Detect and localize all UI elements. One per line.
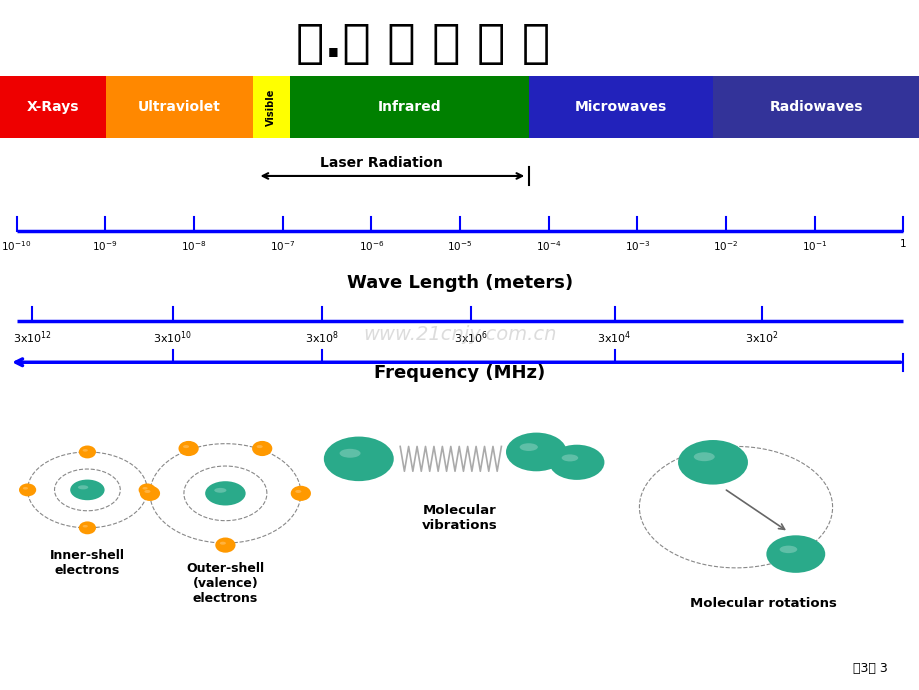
Ellipse shape [256,445,263,448]
Ellipse shape [339,448,360,457]
Text: 3x10$^{6}$: 3x10$^{6}$ [453,329,488,346]
Text: Infrared: Infrared [377,100,441,114]
Text: Inner-shell
electrons: Inner-shell electrons [50,549,125,577]
Ellipse shape [295,490,301,493]
Text: 10$^{-9}$: 10$^{-9}$ [93,239,118,253]
Text: 10$^{-8}$: 10$^{-8}$ [181,239,207,253]
Text: Radiowaves: Radiowaves [769,100,862,114]
Ellipse shape [561,455,578,462]
Bar [528,76,712,138]
Ellipse shape [778,546,797,553]
Text: Visible: Visible [267,88,276,126]
Text: Wave Length (meters): Wave Length (meters) [346,274,573,292]
Bar [289,76,528,138]
Text: Frequency (MHz): Frequency (MHz) [374,364,545,382]
Ellipse shape [549,444,604,480]
Text: X-Rays: X-Rays [27,100,79,114]
Bar [0,76,106,138]
Ellipse shape [19,484,36,496]
Ellipse shape [290,486,311,501]
Bar [253,76,289,138]
Text: 10$^{-7}$: 10$^{-7}$ [269,239,295,253]
Ellipse shape [215,538,235,553]
Ellipse shape [252,441,272,456]
Bar [106,76,253,138]
Ellipse shape [140,486,160,501]
Text: 3x10$^{8}$: 3x10$^{8}$ [304,329,339,346]
Ellipse shape [677,440,747,484]
Text: 10$^{-2}$: 10$^{-2}$ [712,239,738,253]
Ellipse shape [178,441,199,456]
Text: 10$^{-3}$: 10$^{-3}$ [624,239,650,253]
Text: 10$^{-6}$: 10$^{-6}$ [358,239,383,253]
Ellipse shape [214,488,226,493]
Ellipse shape [519,443,538,451]
Ellipse shape [693,452,714,461]
Bar [712,76,919,138]
Ellipse shape [183,445,189,448]
Text: 一.微 波 能 介 绍: 一.微 波 能 介 绍 [296,22,550,68]
Text: 第3页 3: 第3页 3 [852,662,887,675]
Ellipse shape [23,487,28,490]
Ellipse shape [144,490,151,493]
Text: 1: 1 [899,239,906,249]
Text: Laser Radiation: Laser Radiation [320,157,443,170]
Ellipse shape [205,481,245,506]
Ellipse shape [139,484,155,496]
Ellipse shape [79,446,96,458]
Ellipse shape [220,542,226,544]
Text: 10$^{-4}$: 10$^{-4}$ [535,239,561,253]
Text: 3x10$^{10}$: 3x10$^{10}$ [153,329,192,346]
Ellipse shape [323,437,393,481]
Ellipse shape [766,535,824,573]
Text: 3x10$^{4}$: 3x10$^{4}$ [596,329,631,346]
Text: 10$^{-1}$: 10$^{-1}$ [801,239,826,253]
Ellipse shape [505,433,566,471]
Text: 3x10$^{2}$: 3x10$^{2}$ [743,329,778,346]
Ellipse shape [78,485,88,489]
Text: www.21cnjy.com.cn: www.21cnjy.com.cn [363,325,556,344]
Text: Molecular
vibrations: Molecular vibrations [422,504,497,532]
Text: Molecular rotations: Molecular rotations [689,597,836,610]
Text: Outer-shell
(valence)
electrons: Outer-shell (valence) electrons [187,562,264,605]
Text: 10$^{-5}$: 10$^{-5}$ [447,239,472,253]
Text: Microwaves: Microwaves [574,100,666,114]
Ellipse shape [79,522,96,534]
Text: Ultraviolet: Ultraviolet [138,100,221,114]
Ellipse shape [70,480,105,500]
Text: 10$^{-10}$: 10$^{-10}$ [2,239,31,253]
Ellipse shape [83,449,87,452]
Ellipse shape [83,525,87,528]
Ellipse shape [142,487,147,490]
Text: 3x10$^{12}$: 3x10$^{12}$ [13,329,51,346]
